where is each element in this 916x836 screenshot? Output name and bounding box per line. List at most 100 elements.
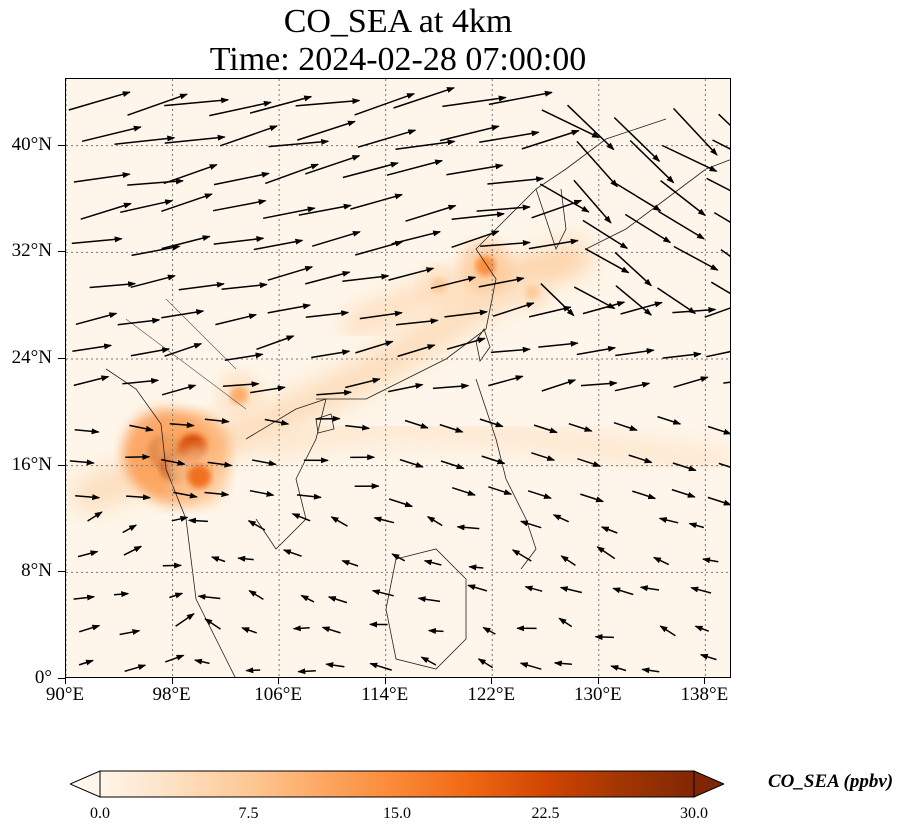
- wind-arrow-icon: [204, 417, 230, 424]
- wind-arrow-icon: [541, 109, 601, 139]
- wind-arrow-icon: [264, 418, 290, 426]
- lat-tick-mark: [58, 251, 65, 253]
- wind-arrow-icon: [69, 459, 95, 466]
- wind-arrow-icon: [511, 549, 532, 562]
- lat-tick-label: 0°: [34, 667, 52, 688]
- wind-arrow-icon: [122, 377, 160, 385]
- wind-arrow-icon: [673, 376, 709, 388]
- wind-arrow-icon: [690, 586, 712, 594]
- wind-arrow-icon: [169, 422, 195, 429]
- wind-arrow-icon: [573, 286, 616, 310]
- wind-arrow-icon: [298, 203, 352, 216]
- wind-arrow-icon: [77, 550, 99, 558]
- lon-tick-label: 106°E: [254, 684, 302, 705]
- wind-arrow-icon: [252, 459, 277, 467]
- wind-arrow-icon: [161, 235, 211, 250]
- colorbar-tick-label: 22.5: [531, 805, 560, 822]
- wind-arrow-icon: [707, 425, 730, 435]
- wind-arrow-icon: [297, 120, 356, 141]
- wind-arrow-icon: [540, 283, 575, 317]
- lon-tick-label: 90°E: [45, 684, 85, 705]
- wind-arrow-icon: [165, 654, 185, 663]
- plume-band-north: [341, 248, 588, 339]
- lat-tick-label: 40°N: [11, 133, 52, 155]
- lat-tick-mark: [58, 678, 65, 679]
- lon-tick-mark: [384, 678, 386, 684]
- wind-arrow-icon: [710, 281, 730, 295]
- wind-arrow-icon: [712, 139, 730, 150]
- wind-arrow-icon: [566, 104, 615, 151]
- plume-band-east: [261, 415, 730, 478]
- colorbar-tick-label: 7.5: [238, 805, 259, 822]
- wind-arrow-icon: [594, 634, 614, 641]
- colorbar: [70, 770, 724, 798]
- wind-arrow-icon: [404, 419, 429, 429]
- wind-arrow-icon: [632, 490, 657, 500]
- wind-arrow-icon: [527, 490, 552, 499]
- wind-arrow-icon: [688, 522, 705, 529]
- wind-arrow-icon: [129, 424, 154, 432]
- map-panel[interactable]: [65, 78, 731, 678]
- wind-arrow-icon: [164, 134, 226, 144]
- wind-arrow-icon: [81, 125, 142, 143]
- lon-tick-mark: [704, 678, 706, 684]
- wind-arrow-icon: [169, 592, 184, 599]
- wind-arrow-icon: [660, 180, 706, 217]
- wind-arrow-icon: [330, 516, 348, 527]
- wind-arrow-icon: [706, 350, 730, 358]
- wind-arrow-icon: [125, 453, 151, 460]
- wind-arrow-icon: [250, 385, 286, 394]
- wind-arrow-icon: [212, 199, 267, 212]
- wind-arrow-icon: [658, 210, 705, 240]
- wind-arrow-icon: [531, 452, 556, 461]
- wind-arrow-icon: [74, 428, 100, 435]
- wind-arrow-icon: [241, 627, 257, 634]
- wind-arrow-icon: [161, 384, 197, 396]
- wind-arrow-icon: [327, 596, 348, 604]
- map-canvas: [66, 79, 730, 677]
- wind-arrow-icon: [671, 488, 696, 498]
- lat-tick-label: 32°N: [11, 240, 52, 262]
- lat-tick-mark: [58, 358, 65, 359]
- wind-arrow-icon: [350, 193, 403, 210]
- wind-arrow-icon: [440, 460, 465, 470]
- wind-arrow-icon: [580, 380, 618, 387]
- wind-arrow-icon: [652, 556, 670, 566]
- wind-arrow-icon: [699, 653, 717, 661]
- wind-arrow-icon: [221, 282, 268, 290]
- wind-arrow-icon: [451, 230, 500, 249]
- wind-arrow-icon: [245, 667, 261, 674]
- wind-arrow-icon: [282, 549, 302, 557]
- wind-arrow-icon: [615, 285, 652, 316]
- wind-arrow-icon: [321, 626, 341, 634]
- wind-arrow-icon: [161, 309, 205, 319]
- map-subtitle-time: Time: 2024-02-28 07:00:00: [209, 41, 587, 78]
- lat-tick-mark: [58, 144, 65, 146]
- lon-tick-mark: [65, 678, 66, 684]
- wind-arrow-icon: [357, 129, 417, 148]
- wind-arrow-icon: [305, 270, 351, 285]
- lat-tick-label: 16°N: [11, 453, 52, 475]
- wind-arrow-icon: [222, 381, 260, 388]
- wind-arrow-icon: [467, 584, 488, 592]
- wind-arrow-icon: [600, 526, 618, 534]
- wind-arrow-icon: [539, 183, 590, 213]
- wind-arrow-icon: [423, 559, 442, 566]
- colorbar-label: CO_SEA (ppbv): [768, 771, 894, 792]
- wind-arrow-icon: [75, 494, 101, 501]
- wind-arrow-icon: [68, 91, 131, 111]
- wind-arrow-icon: [127, 93, 188, 116]
- wind-arrow-icon: [524, 585, 543, 592]
- wind-arrow-icon: [359, 310, 403, 320]
- wind-arrow-icon: [446, 337, 486, 350]
- wind-arrow-icon: [213, 171, 270, 186]
- wind-arrow-icon: [528, 238, 579, 250]
- wind-arrow-icon: [553, 660, 572, 667]
- wind-arrow-icon: [451, 211, 505, 221]
- wind-arrow-icon: [209, 100, 272, 117]
- wind-arrow-icon: [673, 245, 719, 271]
- wind-arrow-icon: [487, 176, 545, 185]
- wind-arrow-icon: [123, 545, 143, 556]
- wind-arrow-icon: [723, 381, 730, 384]
- colorbar-tick-label: 15.0: [383, 805, 411, 822]
